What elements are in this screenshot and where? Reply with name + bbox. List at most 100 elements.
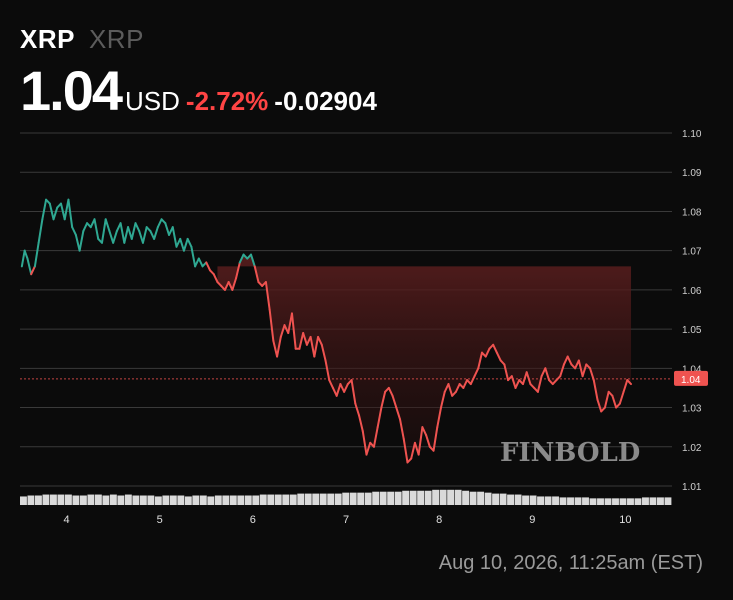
price-line-segment	[264, 281, 271, 311]
volume-bar	[349, 492, 357, 505]
volume-bar	[634, 498, 642, 505]
price-line-segment	[23, 249, 29, 260]
price-line-segment	[179, 237, 185, 252]
currency-label: USD	[125, 86, 180, 116]
price-line-segment	[454, 383, 461, 393]
price-line-segment	[562, 355, 569, 366]
volume-bar	[589, 498, 597, 505]
price-line-segment	[432, 426, 439, 452]
price-line-segment	[290, 312, 297, 350]
price-line-segment	[339, 383, 346, 393]
current-price-tag	[674, 370, 708, 386]
price-line-segment	[440, 390, 446, 409]
price-line-segment	[100, 218, 107, 244]
price-line-segment	[335, 383, 342, 397]
volume-bar	[79, 495, 87, 505]
asset-name: XRP	[88, 24, 144, 54]
price-line-segment	[235, 261, 241, 280]
volume-bar	[439, 489, 447, 505]
volume-bar	[529, 495, 537, 505]
price-line-segment	[238, 253, 245, 264]
price-line-segment	[272, 339, 279, 358]
volume-bar	[94, 494, 102, 505]
volume-bar	[319, 493, 327, 505]
volume-bar	[154, 496, 162, 505]
volume-bar	[469, 491, 477, 505]
price-line-segment	[268, 308, 275, 342]
price-line-segment	[361, 430, 368, 456]
volume-bar	[312, 493, 320, 505]
price-line-segment	[462, 379, 469, 389]
price-line-segment	[317, 335, 323, 346]
volume-bar	[664, 497, 672, 505]
volume-bar	[192, 495, 200, 505]
volume-bar	[357, 492, 365, 505]
price-line-segment	[134, 222, 141, 233]
price-line-segment	[510, 375, 517, 389]
price-line-segment	[37, 218, 44, 244]
y-tick-label: 1.02	[682, 443, 702, 454]
volume-bar	[199, 495, 207, 505]
volume-bar	[484, 492, 492, 505]
price-line-segment	[63, 198, 70, 221]
volume-bar	[387, 491, 395, 505]
volume-bar	[409, 490, 417, 505]
volume-bar	[57, 494, 65, 505]
volume-bar	[604, 498, 612, 505]
y-tick-label: 1.08	[682, 207, 702, 218]
price-line-segment	[324, 359, 331, 382]
price-line-segment	[469, 375, 476, 386]
price-line-segment	[376, 406, 383, 429]
x-tick-label: 10	[619, 514, 631, 526]
price-line-segment	[153, 226, 159, 240]
price-line-segment	[313, 335, 320, 358]
price-line-segment	[71, 226, 77, 236]
price-line-segment	[52, 206, 59, 221]
volume-bar	[124, 494, 132, 505]
price-line-segment	[123, 226, 130, 244]
volume-bar	[109, 494, 117, 505]
price-line-segment	[190, 245, 197, 268]
price-line-segment	[484, 347, 491, 358]
price-line-segment	[525, 371, 532, 386]
price-line-segment	[417, 426, 424, 456]
volume-bar	[424, 490, 432, 505]
volume-bar	[417, 490, 425, 505]
price-line-segment	[48, 202, 55, 221]
symbol-row: XRP XRP	[20, 24, 377, 55]
price-line-segment	[108, 230, 115, 244]
x-tick-label: 9	[529, 514, 535, 526]
price-line-segment	[447, 383, 454, 397]
price-line-segment	[104, 218, 111, 233]
volume-bar	[327, 493, 335, 505]
y-tick-label: 1.07	[682, 247, 702, 258]
y-tick-label: 1.04	[682, 364, 702, 375]
price-line-segment	[130, 222, 137, 240]
volume-bar	[477, 491, 485, 505]
absolute-change: -0.02904	[274, 86, 377, 116]
price-line-segment	[33, 241, 40, 268]
volume-bar	[567, 497, 574, 505]
y-tick-label: 1.03	[682, 404, 702, 415]
volume-bar	[274, 494, 282, 505]
price-line-segment	[611, 394, 618, 409]
current-price-tag-label: 1.04	[681, 375, 701, 386]
price-line-segment	[577, 359, 584, 378]
price-line-segment	[492, 343, 498, 354]
volume-bar	[597, 498, 604, 505]
price-line-segment	[473, 367, 480, 378]
price-line-segment	[127, 226, 133, 240]
volume-bar	[642, 497, 649, 505]
price-line-segment	[618, 390, 625, 405]
volume-bar	[237, 495, 245, 505]
y-tick-label: 1.06	[682, 286, 702, 297]
volume-bar	[184, 496, 192, 505]
volume-bar	[102, 495, 110, 505]
price-line-segment	[495, 351, 502, 362]
volume-bar	[207, 496, 215, 505]
price-line-segment	[276, 335, 282, 358]
price-line-segment	[365, 441, 372, 456]
volume-bar	[34, 495, 42, 505]
volume-bar	[372, 491, 380, 505]
